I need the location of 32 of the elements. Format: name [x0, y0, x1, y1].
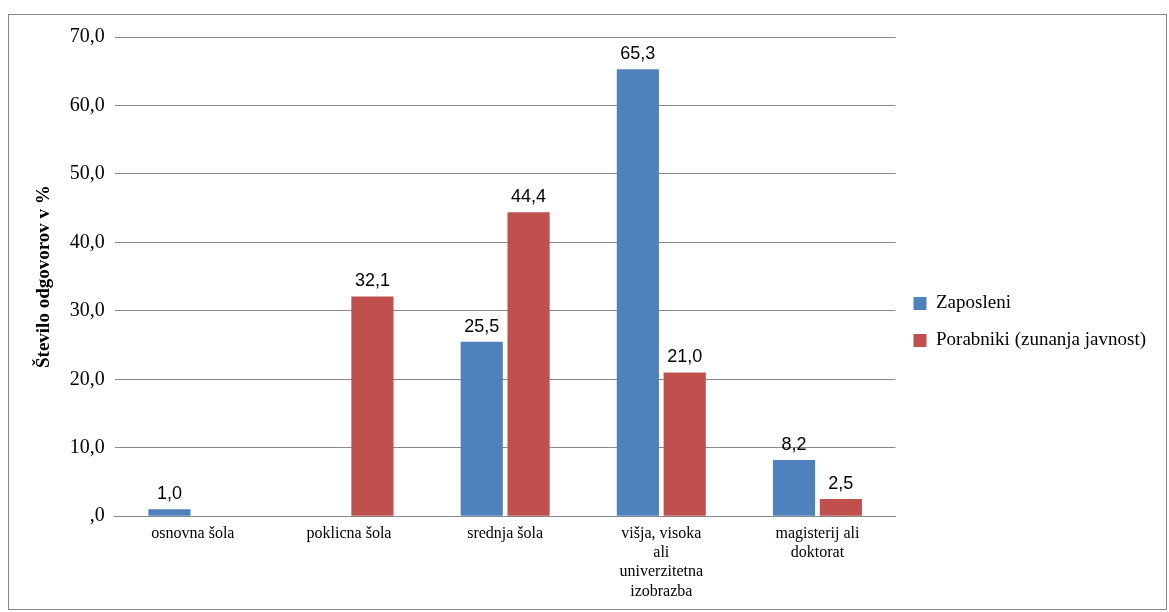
bar [819, 499, 862, 516]
data-label: 8,2 [781, 434, 807, 455]
bar [772, 460, 816, 516]
y-tick-label: 60,0 [69, 92, 105, 115]
y-tick-label: 30,0 [69, 298, 105, 321]
y-tick-label: ,0 [89, 503, 105, 526]
x-tick-label: magisterij ali doktorat [775, 524, 860, 561]
x-tick-label: višja, visoka ali univerzitetna izobrazba [619, 524, 704, 599]
data-label: 25,5 [464, 315, 500, 336]
data-label: 21,0 [667, 346, 703, 367]
bar [616, 69, 659, 516]
y-tick-label: 70,0 [69, 24, 105, 47]
data-label: 2,5 [828, 473, 854, 494]
y-tick-label: 20,0 [69, 366, 105, 389]
bar [148, 509, 191, 516]
x-tick-label: osnovna šola [151, 524, 235, 541]
data-label: 1,0 [156, 483, 182, 504]
bar [351, 296, 394, 516]
y-axis-title: Število odgovorov v % [32, 185, 54, 368]
data-label: 32,1 [354, 270, 390, 291]
legend-label: Zaposleni [936, 291, 1011, 313]
x-tick-label: poklicna šola [306, 524, 392, 542]
y-tick-label: 40,0 [69, 229, 105, 252]
x-tick-label: srednja šola [467, 524, 544, 542]
legend-label: Porabniki (zunanja javnost) [936, 328, 1147, 351]
bar [663, 372, 706, 516]
data-label: 44,4 [511, 186, 547, 207]
data-label: 65,3 [620, 43, 656, 64]
y-tick-label: 10,0 [69, 434, 105, 457]
bar [507, 212, 550, 516]
y-tick-label: 50,0 [69, 161, 105, 184]
bar [460, 341, 503, 516]
